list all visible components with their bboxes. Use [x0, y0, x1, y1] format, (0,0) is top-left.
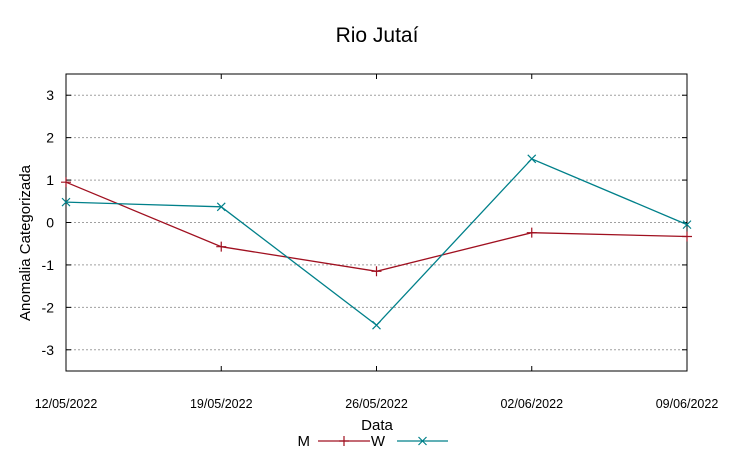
series-2 — [61, 154, 692, 330]
plot-area — [65, 73, 688, 372]
y-tick-label: -3 — [42, 342, 55, 358]
data-point — [216, 241, 227, 252]
y-tick-label: 0 — [46, 215, 54, 231]
grid-lines — [66, 94, 687, 351]
data-point — [372, 320, 381, 330]
series-layer — [61, 154, 692, 330]
data-point — [527, 154, 537, 164]
y-tick-label: 3 — [46, 87, 54, 103]
y-tick-label: 1 — [46, 172, 54, 188]
data-point — [418, 436, 427, 446]
data-point — [339, 436, 349, 446]
x-tick-label: 19/05/2022 — [190, 397, 253, 411]
data-point — [216, 202, 226, 212]
x-axis-label: Data — [361, 417, 393, 434]
chart-title: Rio Jutaí — [336, 24, 419, 47]
y-axis-ticks: 3 2 1 0 -1 -2 -3 — [42, 87, 687, 358]
data-point — [61, 197, 71, 207]
x-tick-label: 02/06/2022 — [500, 397, 563, 411]
y-tick-label: -1 — [42, 257, 55, 273]
series-line — [65, 158, 688, 327]
x-tick-label: 12/05/2022 — [35, 397, 98, 411]
y-tick-label: -2 — [42, 299, 55, 315]
series-line — [65, 181, 688, 272]
data-point — [61, 177, 71, 188]
data-point — [682, 220, 692, 230]
data-point — [371, 266, 382, 277]
x-tick-label: 26/05/2022 — [345, 397, 408, 411]
legend-label: W — [371, 433, 386, 450]
series-1 — [61, 177, 692, 277]
data-point — [526, 227, 537, 238]
legend-label: M — [298, 433, 311, 450]
y-tick-label: 2 — [46, 130, 54, 146]
data-point — [682, 231, 692, 242]
x-axis-ticks: 12/05/2022 19/05/2022 26/05/2022 02/06/2022… — [35, 74, 719, 411]
y-axis-label: Anomalia Categorizada — [17, 164, 34, 321]
x-tick-label: 09/06/2022 — [656, 397, 719, 411]
